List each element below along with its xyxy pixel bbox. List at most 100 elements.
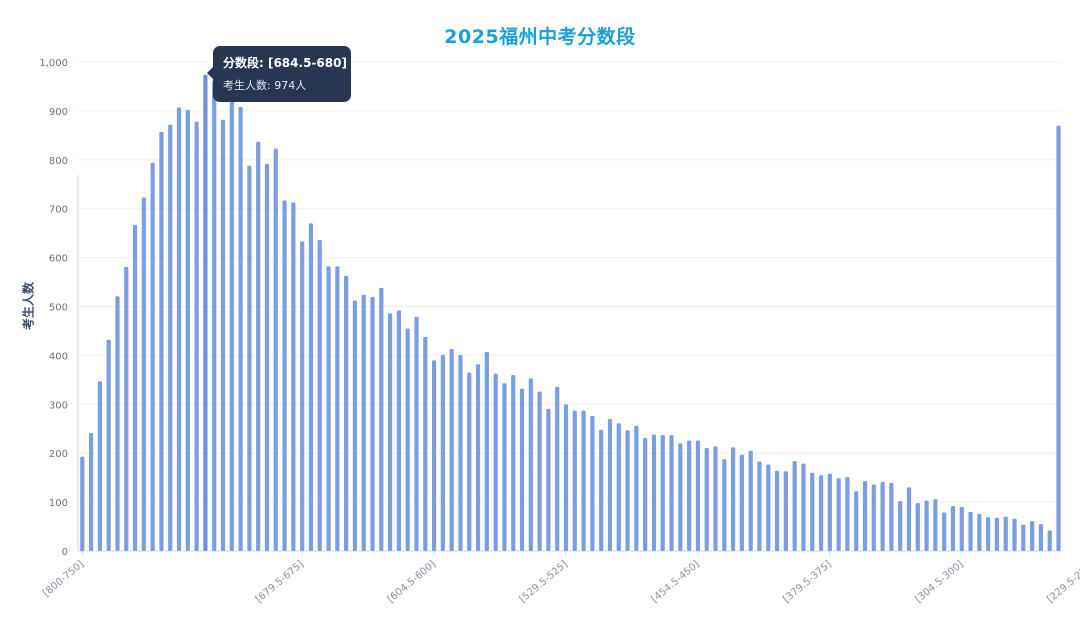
bar[interactable] xyxy=(862,481,868,551)
bar[interactable] xyxy=(625,430,630,551)
bar[interactable] xyxy=(467,372,472,551)
bar[interactable] xyxy=(493,373,498,551)
bar[interactable] xyxy=(880,482,885,551)
bar[interactable] xyxy=(282,200,287,551)
bar[interactable] xyxy=(1038,524,1044,551)
bar[interactable] xyxy=(484,351,489,551)
bar[interactable] xyxy=(106,339,111,551)
bar[interactable] xyxy=(159,131,164,551)
bar[interactable] xyxy=(124,266,129,551)
bar[interactable] xyxy=(264,163,270,551)
bar[interactable] xyxy=(986,517,991,551)
bar[interactable] xyxy=(836,478,841,551)
bar[interactable] xyxy=(994,517,1000,551)
bar[interactable] xyxy=(440,354,445,551)
bar[interactable] xyxy=(669,435,674,551)
bar[interactable] xyxy=(194,121,199,551)
bar[interactable] xyxy=(599,429,604,551)
bar[interactable] xyxy=(801,463,806,551)
bar[interactable] xyxy=(291,202,296,551)
bar[interactable] xyxy=(475,364,481,551)
bar[interactable] xyxy=(678,443,683,551)
bar[interactable] xyxy=(977,513,982,551)
bar[interactable] xyxy=(203,74,208,552)
bar[interactable] xyxy=(906,487,912,551)
bar[interactable] xyxy=(748,450,753,551)
bar[interactable] xyxy=(845,477,850,551)
bar[interactable] xyxy=(687,440,692,551)
bar[interactable] xyxy=(519,388,525,551)
bar[interactable] xyxy=(660,435,665,551)
bar[interactable] xyxy=(827,473,832,551)
bar[interactable] xyxy=(1012,518,1017,551)
bar[interactable] xyxy=(97,381,102,551)
bar[interactable] xyxy=(818,475,824,551)
bar[interactable] xyxy=(722,459,727,551)
bar[interactable] xyxy=(132,224,138,551)
bar[interactable] xyxy=(704,447,709,551)
bar[interactable] xyxy=(414,316,419,551)
bar[interactable] xyxy=(1021,524,1026,551)
bar[interactable] xyxy=(546,408,551,551)
bar[interactable] xyxy=(326,266,331,551)
bar[interactable] xyxy=(80,456,85,551)
bar[interactable] xyxy=(300,241,305,551)
bar[interactable] xyxy=(502,383,507,551)
bar[interactable] xyxy=(115,296,120,551)
bar[interactable] xyxy=(915,503,920,551)
bar[interactable] xyxy=(810,472,815,551)
bar[interactable] xyxy=(88,433,94,551)
bar[interactable] xyxy=(634,425,639,551)
bar[interactable] xyxy=(335,266,340,551)
bar[interactable] xyxy=(774,470,780,551)
bar[interactable] xyxy=(537,391,542,551)
bar[interactable] xyxy=(651,434,657,551)
bar[interactable] xyxy=(212,81,217,551)
bar[interactable] xyxy=(220,119,226,551)
bar[interactable] xyxy=(528,378,533,551)
bar[interactable] xyxy=(555,386,560,551)
bar[interactable] xyxy=(739,454,744,551)
bar[interactable] xyxy=(607,418,613,551)
bar[interactable] xyxy=(168,124,173,551)
bar[interactable] xyxy=(1003,516,1008,551)
bar[interactable] xyxy=(247,165,252,552)
bar[interactable] xyxy=(352,300,358,551)
bar[interactable] xyxy=(942,512,947,551)
bar[interactable] xyxy=(643,438,648,551)
bar[interactable] xyxy=(370,296,375,551)
bar[interactable] xyxy=(590,416,595,551)
bar[interactable] xyxy=(933,499,938,551)
bar[interactable] xyxy=(361,294,366,551)
bar[interactable] xyxy=(898,501,903,551)
bar[interactable] xyxy=(713,446,718,551)
bar[interactable] xyxy=(256,141,261,551)
bar[interactable] xyxy=(581,410,586,551)
bar[interactable] xyxy=(1056,125,1061,551)
bar[interactable] xyxy=(308,223,314,551)
bar[interactable] xyxy=(317,240,322,551)
bar[interactable] xyxy=(959,506,964,551)
bar[interactable] xyxy=(563,404,569,551)
bar[interactable] xyxy=(511,374,516,551)
bar[interactable] xyxy=(458,354,463,551)
bar[interactable] xyxy=(379,287,384,551)
bar[interactable] xyxy=(344,275,349,551)
bar[interactable] xyxy=(185,109,190,552)
bar[interactable] xyxy=(950,506,956,551)
bar[interactable] xyxy=(924,500,929,551)
bar[interactable] xyxy=(757,461,762,551)
bar[interactable] xyxy=(423,336,428,551)
bar[interactable] xyxy=(731,447,736,551)
bar[interactable] xyxy=(889,483,894,551)
bar[interactable] xyxy=(176,107,182,551)
bar[interactable] xyxy=(141,197,146,551)
bar[interactable] xyxy=(783,471,788,551)
bar[interactable] xyxy=(150,162,155,552)
bar[interactable] xyxy=(396,310,402,551)
bar[interactable] xyxy=(766,464,771,551)
bar[interactable] xyxy=(431,360,437,551)
bar[interactable] xyxy=(854,491,859,551)
bar[interactable] xyxy=(388,313,393,551)
bar[interactable] xyxy=(968,511,973,551)
